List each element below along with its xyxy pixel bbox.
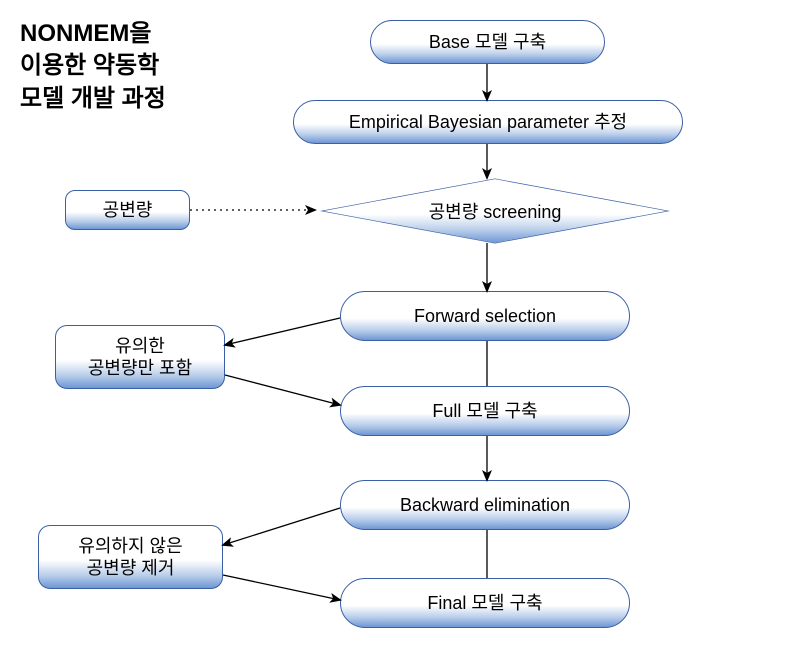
node-full: Full 모델 구축 <box>340 386 630 436</box>
diagram-title: NONMEM을 이용한 약동학 모델 개발 과정 <box>20 18 166 115</box>
node-final: Final 모델 구축 <box>340 578 630 628</box>
node-fsel: Forward selection <box>340 291 630 341</box>
edge-nsig_out-final <box>223 575 340 600</box>
node-base: Base 모델 구축 <box>370 20 605 64</box>
node-belem: Backward elimination <box>340 480 630 530</box>
edge-sig_in-full <box>225 375 340 405</box>
node-label: 공변량 screening <box>320 178 670 243</box>
node-covar_in: 공변량 <box>65 190 190 230</box>
edge-belem-nsig_out <box>223 508 340 545</box>
node-ebayes: Empirical Bayesian parameter 추정 <box>293 100 683 144</box>
node-nsig_out: 유의하지 않은 공변량 제거 <box>38 525 223 589</box>
edge-fsel-sig_in <box>225 318 340 345</box>
node-screen: 공변량 screening <box>320 178 670 243</box>
node-sig_in: 유의한 공변량만 포함 <box>55 325 225 389</box>
